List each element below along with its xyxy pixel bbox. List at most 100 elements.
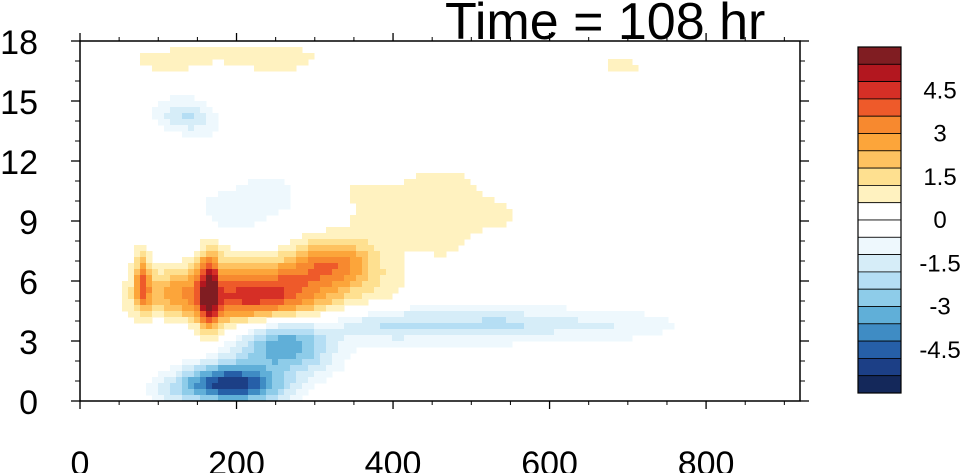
field-cell bbox=[410, 197, 417, 204]
field-cell bbox=[254, 365, 261, 372]
field-cell bbox=[344, 269, 351, 276]
field-cell bbox=[200, 299, 207, 306]
field-cell bbox=[176, 371, 183, 378]
field-cell bbox=[584, 323, 591, 330]
field-cell bbox=[242, 299, 249, 306]
field-cell bbox=[206, 125, 213, 132]
field-cell bbox=[146, 53, 153, 60]
field-cell bbox=[584, 329, 591, 336]
field-cell bbox=[380, 245, 387, 252]
field-cell bbox=[296, 329, 303, 336]
field-cell bbox=[338, 347, 345, 354]
field-cell bbox=[236, 389, 243, 396]
field-cell bbox=[620, 65, 627, 72]
x-tick-label: 600 bbox=[521, 445, 578, 473]
field-cell bbox=[482, 305, 489, 312]
field-cell bbox=[206, 371, 213, 378]
field-cell bbox=[206, 53, 213, 60]
field-cell bbox=[266, 203, 273, 210]
field-cell bbox=[314, 299, 321, 306]
field-cell bbox=[212, 311, 219, 318]
field-cell bbox=[578, 323, 585, 330]
field-cell bbox=[290, 353, 297, 360]
field-cell bbox=[380, 185, 387, 192]
field-cell bbox=[392, 323, 399, 330]
field-cell bbox=[242, 221, 249, 228]
field-cell bbox=[398, 257, 405, 264]
field-cell bbox=[254, 359, 261, 366]
field-cell bbox=[152, 377, 159, 384]
field-cell bbox=[254, 311, 261, 318]
field-cell bbox=[236, 251, 243, 258]
field-cell bbox=[272, 191, 279, 198]
field-cell bbox=[242, 395, 249, 402]
field-cell bbox=[326, 305, 333, 312]
field-cell bbox=[422, 185, 429, 192]
field-cell bbox=[350, 281, 357, 288]
field-cell bbox=[134, 311, 141, 318]
field-cell bbox=[302, 383, 309, 390]
field-cell bbox=[320, 371, 327, 378]
field-cell bbox=[476, 329, 483, 336]
field-cell bbox=[452, 305, 459, 312]
field-cell bbox=[356, 329, 363, 336]
field-cell bbox=[500, 221, 507, 228]
field-cell bbox=[188, 359, 195, 366]
field-cell bbox=[254, 335, 261, 342]
field-cell bbox=[344, 251, 351, 258]
field-cell bbox=[386, 269, 393, 276]
field-cell bbox=[326, 353, 333, 360]
field-cell bbox=[194, 317, 201, 324]
field-cell bbox=[362, 317, 369, 324]
field-cell bbox=[182, 107, 189, 114]
field-cell bbox=[224, 269, 231, 276]
field-cell bbox=[650, 317, 657, 324]
field-cell bbox=[308, 299, 315, 306]
field-cell bbox=[164, 263, 171, 270]
field-cell bbox=[194, 53, 201, 60]
field-cell bbox=[212, 119, 219, 126]
field-cell bbox=[272, 257, 279, 264]
field-cell bbox=[236, 185, 243, 192]
field-cell bbox=[284, 347, 291, 354]
field-cell bbox=[620, 59, 627, 66]
field-cell bbox=[296, 257, 303, 264]
field-cell bbox=[446, 323, 453, 330]
field-cell bbox=[350, 341, 357, 348]
field-cell bbox=[206, 59, 213, 66]
field-cell bbox=[278, 347, 285, 354]
field-cell bbox=[446, 305, 453, 312]
field-cell bbox=[488, 317, 495, 324]
field-cell bbox=[188, 275, 195, 282]
field-cell bbox=[422, 173, 429, 180]
field-cell bbox=[392, 311, 399, 318]
field-cell bbox=[290, 257, 297, 264]
field-cell bbox=[500, 323, 507, 330]
field-cell bbox=[278, 251, 285, 258]
field-cell bbox=[542, 329, 549, 336]
field-cell bbox=[206, 257, 213, 264]
field-cell bbox=[242, 353, 249, 360]
field-cell bbox=[422, 335, 429, 342]
field-cell bbox=[254, 317, 261, 324]
field-cell bbox=[326, 329, 333, 336]
field-cell bbox=[368, 251, 375, 258]
field-cell bbox=[242, 251, 249, 258]
field-cell bbox=[350, 257, 357, 264]
field-cell bbox=[434, 335, 441, 342]
field-cell bbox=[326, 323, 333, 330]
field-cell bbox=[308, 53, 315, 60]
field-cell bbox=[476, 323, 483, 330]
y-tick-label: 12 bbox=[0, 144, 38, 182]
field-cell bbox=[254, 395, 261, 402]
field-cell bbox=[446, 215, 453, 222]
field-cell bbox=[272, 251, 279, 258]
field-cell bbox=[362, 233, 369, 240]
field-cell bbox=[464, 185, 471, 192]
field-cell bbox=[362, 221, 369, 228]
field-cell bbox=[296, 269, 303, 276]
field-cell bbox=[278, 377, 285, 384]
field-cell bbox=[356, 185, 363, 192]
field-cell bbox=[224, 377, 231, 384]
field-cell bbox=[362, 323, 369, 330]
